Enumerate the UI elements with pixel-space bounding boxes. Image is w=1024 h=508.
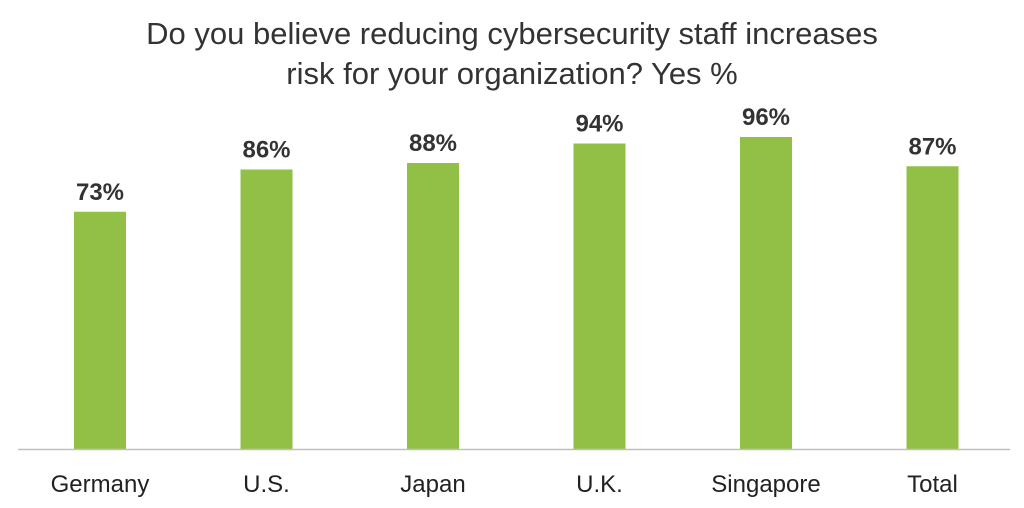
bar-total — [906, 166, 959, 449]
x-tick-label: Total — [907, 471, 958, 498]
x-tick-label: U.K. — [576, 471, 623, 498]
data-label: 94% — [575, 111, 623, 138]
data-label: 86% — [242, 137, 290, 164]
data-label: 96% — [742, 104, 790, 131]
data-labels-group: 73% 86% 88% 94% 96% 87% — [76, 104, 957, 206]
x-tick-label: U.S. — [243, 471, 290, 498]
bar-u-k — [573, 143, 626, 449]
bars-group — [74, 137, 959, 449]
x-tick-labels-group: Germany U.S. Japan U.K. Singapore Total — [51, 471, 958, 498]
bar-u-s — [240, 169, 293, 449]
bar-singapore — [740, 137, 792, 449]
bar-germany — [74, 211, 126, 449]
chart-title-line-1: Do you believe reducing cybersecurity st… — [146, 16, 878, 51]
chart-title: Do you believe reducing cybersecurity st… — [0, 14, 1024, 94]
data-label: 73% — [76, 179, 124, 206]
x-tick-label: Singapore — [711, 471, 820, 498]
data-label: 87% — [908, 133, 956, 160]
bar-japan — [407, 163, 459, 449]
x-tick-label: Germany — [51, 471, 150, 498]
chart-title-line-2: risk for your organization? Yes % — [286, 56, 738, 91]
x-tick-label: Japan — [400, 471, 465, 498]
data-label: 88% — [409, 130, 457, 157]
